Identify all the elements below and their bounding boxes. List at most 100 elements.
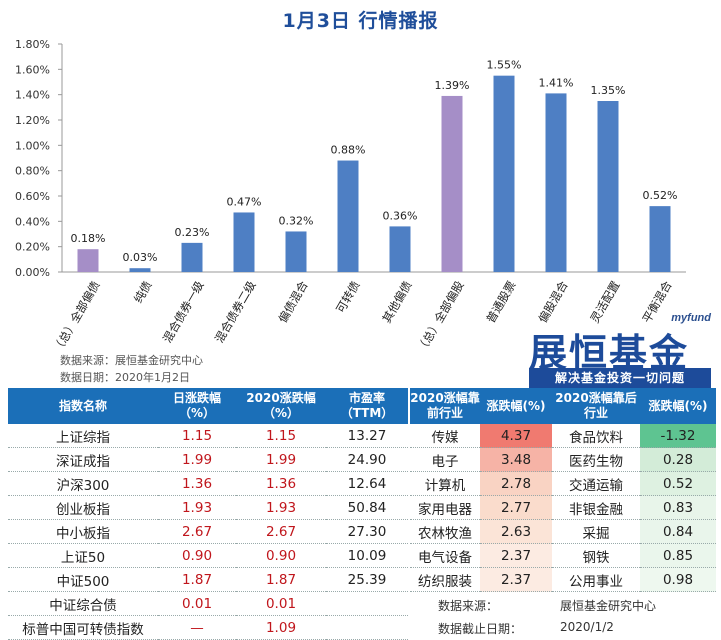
table-row: 传媒 4.37 食品饮料 -1.32	[410, 424, 716, 448]
index-name-cell: 创业板指	[8, 495, 158, 520]
bar-value-label: 0.88%	[331, 144, 366, 157]
y-tick-label: 0.40%	[15, 215, 50, 228]
bottom-industry-cell: 交通运输	[552, 471, 640, 496]
table-row: 电子 3.48 医药生物 0.28	[410, 447, 716, 472]
index-name-cell: 中证500	[8, 567, 158, 592]
page-title: 1月3日 行情播报	[282, 10, 439, 32]
top-industry-cell: 传媒	[410, 424, 480, 448]
industry-table: 2020涨幅靠前行业 涨跌幅(%) 2020涨幅靠后行业 涨跌幅(%) 传媒 4.…	[410, 388, 716, 592]
top-change-cell: 4.37	[480, 424, 552, 448]
pe-cell	[326, 591, 408, 616]
top-change-cell: 2.78	[480, 471, 552, 496]
x-category-label: （总）全部偏股	[414, 278, 467, 354]
bar-value-label: 1.41%	[539, 76, 574, 89]
ytd-change-cell: 2.67	[236, 519, 326, 544]
y-tick-label: 1.40%	[15, 89, 50, 102]
daily-change-cell: 1.15	[158, 424, 236, 448]
pe-cell: 10.09	[326, 543, 408, 568]
bar	[181, 242, 203, 272]
table-row: 深证成指 1.99 1.99 24.90	[8, 447, 408, 472]
daily-change-cell: 1.36	[158, 471, 236, 496]
table-row: 标普中国可转债指数 —1.09	[8, 615, 408, 640]
bar-value-label: 1.39%	[435, 79, 470, 92]
logo-en: myfund	[671, 312, 711, 324]
x-category-label: 可转债	[333, 279, 362, 316]
x-category-label: 偏债混合	[275, 278, 310, 325]
index-name-cell: 标普中国可转债指数	[8, 615, 158, 640]
bar	[493, 75, 515, 272]
bar	[597, 101, 619, 272]
top-industry-cell: 家用电器	[410, 495, 480, 520]
top-change-cell: 2.37	[480, 543, 552, 568]
y-tick-label: 1.80%	[15, 38, 50, 51]
header-pe: 市盈率（TTM）	[326, 388, 408, 424]
bottom-change-cell: -1.32	[640, 424, 716, 448]
top-change-cell: 2.63	[480, 519, 552, 544]
bar	[545, 93, 567, 273]
daily-change-cell: 2.67	[158, 519, 236, 544]
bar	[129, 268, 151, 272]
index-name-cell: 中证综合债	[8, 591, 158, 616]
y-tick-label: 0.80%	[15, 165, 50, 178]
bar-value-label: 0.47%	[227, 195, 262, 208]
y-tick-label: 0.00%	[15, 266, 50, 279]
ytd-change-cell: 1.93	[236, 495, 326, 520]
x-category-label: （总）全部偏债	[50, 279, 102, 355]
bottom-change-cell: 0.84	[640, 519, 716, 544]
bar-value-label: 0.03%	[123, 251, 158, 264]
table-row: 创业板指 1.93 1.93 50.84	[8, 495, 408, 520]
y-tick-label: 1.20%	[15, 114, 50, 127]
x-category-label: 普通股票	[483, 279, 518, 326]
index-table: 指数名称 日涨跌幅（%） 2020涨跌幅（%） 市盈率（TTM） 上证综指 1.1…	[8, 388, 408, 640]
y-tick-label: 1.00%	[15, 139, 50, 152]
top-industry-cell: 农林牧渔	[410, 519, 480, 544]
bar	[337, 160, 359, 272]
bar-value-label: 0.32%	[279, 214, 314, 227]
bottom-change-cell: 0.52	[640, 471, 716, 496]
top-change-cell: 2.37	[480, 567, 552, 592]
pe-cell: 27.30	[326, 519, 408, 544]
bottom-industry-cell: 采掘	[552, 519, 640, 544]
top-industry-cell: 计算机	[410, 471, 480, 496]
bottom-change-cell: 0.85	[640, 543, 716, 568]
ytd-change-cell: 1.87	[236, 567, 326, 592]
header-bottom-industry: 2020涨幅靠后行业	[552, 388, 640, 424]
table-row: 中证综合债 0.01 0.01	[8, 591, 408, 616]
table-row: 中证500 1.87 1.87 25.39	[8, 567, 408, 592]
x-category-label: 混合债券二级	[212, 278, 259, 345]
bottom-industry-cell: 食品饮料	[552, 424, 640, 448]
ytd-change-cell: 0.90	[236, 543, 326, 568]
ytd-change-cell: 1.99	[236, 447, 326, 472]
logo-cn: 展恒基金	[529, 331, 690, 375]
footer-source-label: 数据来源：	[438, 599, 499, 613]
header-ytd-change: 2020涨跌幅（%）	[236, 388, 326, 424]
bar-value-label: 0.23%	[175, 226, 210, 239]
x-category-label: 混合债券一级	[160, 278, 207, 345]
x-category-label: 纯债	[131, 279, 155, 306]
pe-cell	[326, 615, 408, 640]
ytd-change-cell: 1.15	[236, 424, 326, 448]
bar	[441, 95, 463, 272]
header-daily-change: 日涨跌幅（%）	[158, 388, 236, 424]
bottom-industry-cell: 公用事业	[552, 567, 640, 592]
pe-cell: 24.90	[326, 447, 408, 472]
index-name-cell: 沪深300	[8, 471, 158, 496]
bar-value-label: 1.35%	[591, 84, 626, 97]
index-name-cell: 上证综指	[8, 424, 158, 448]
y-tick-label: 0.20%	[15, 241, 50, 254]
bar-value-label: 0.52%	[643, 189, 678, 202]
y-tick-label: 1.60%	[15, 63, 50, 76]
header-index-name: 指数名称	[8, 388, 158, 424]
bottom-industry-cell: 医药生物	[552, 447, 640, 472]
bottom-change-cell: 0.83	[640, 495, 716, 520]
ytd-change-cell: 0.01	[236, 591, 326, 616]
footer-source-value: 展恒基金研究中心	[560, 599, 657, 613]
bottom-industry-cell: 非银金融	[552, 495, 640, 520]
table-row: 家用电器 2.77 非银金融 0.83	[410, 495, 716, 520]
table-row: 中小板指 2.67 2.67 27.30	[8, 519, 408, 544]
bar-value-label: 1.55%	[487, 59, 522, 72]
ytd-change-cell: 1.36	[236, 471, 326, 496]
daily-change-cell: 1.99	[158, 447, 236, 472]
bar-chart: 0.00% 0.20% 0.40% 0.60% 0.80% 1.00% 1.20% 1.40%…	[15, 38, 686, 355]
daily-change-cell: 0.90	[158, 543, 236, 568]
